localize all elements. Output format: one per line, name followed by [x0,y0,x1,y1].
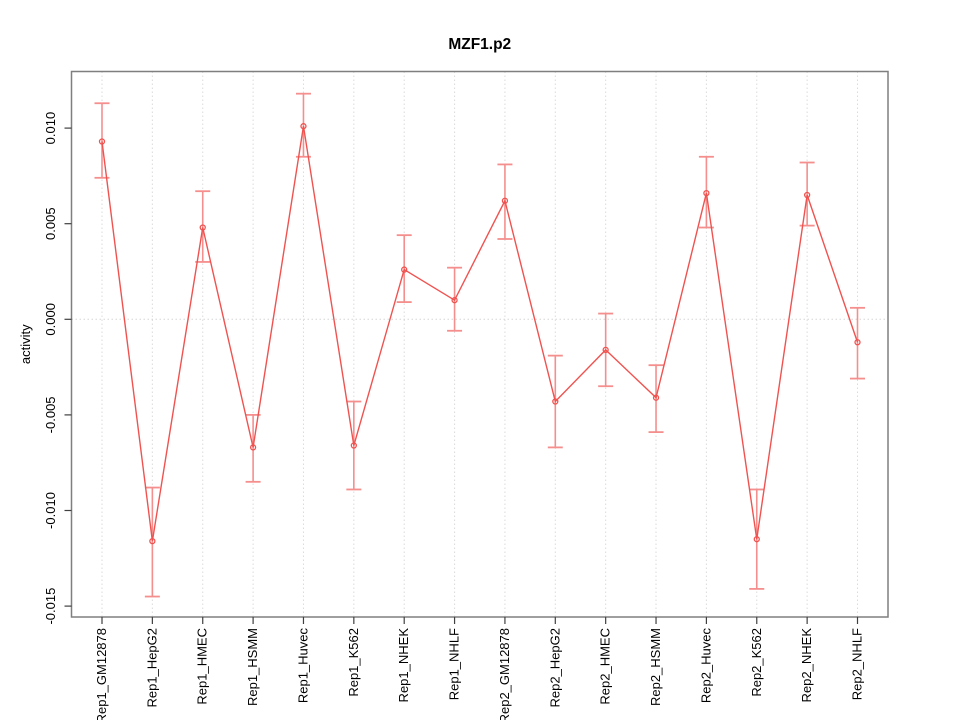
data-point-marker [803,191,811,199]
data-point-marker [652,394,660,401]
y-tick-label: -0.015 [43,588,58,625]
x-tick-label: Rep1_HMEC [195,628,210,705]
x-tick-label: Rep2_HMEC [598,628,613,705]
x-tick-label: Rep1_K562 [346,628,361,697]
data-point-marker [249,444,257,451]
data-point-marker [602,346,609,354]
x-tick-label: Rep2_HepG2 [547,628,562,708]
x-tick-label: Rep2_HSMM [648,628,663,706]
series-line [101,126,859,542]
data-point-marker [501,197,509,204]
data-point-marker [300,123,307,130]
x-tick-label: Rep2_GM12878 [497,628,512,720]
data-point-marker [149,537,156,545]
plot-box [70,70,889,618]
x-tick-label: Rep2_K562 [749,628,764,697]
x-tick-label: Rep1_GM12878 [94,628,109,720]
category-gridlines [101,71,858,617]
data-point-marker [451,297,458,304]
data-point-markers [98,123,861,545]
y-axis: 0.010 0.005 0.000 -0.005 -0.010 -0.015 [43,112,72,625]
x-axis: Rep1_GM12878 Rep1_HepG2 Rep1_HMEC Rep1_HSMM… [94,617,865,720]
data-point-marker [350,442,357,449]
x-tick-label: Rep1_HepG2 [144,628,159,708]
y-tick-label: 0.000 [43,303,58,336]
data-point-marker [98,138,106,145]
y-tick-label: -0.005 [43,396,58,433]
x-tick-label: Rep2_NHLF [850,628,865,700]
x-tick-label: Rep1_NHLF [447,628,462,700]
data-point-marker [401,266,408,273]
data-point-marker [753,536,760,543]
y-tick-label: -0.010 [43,492,58,529]
x-tick-label: Rep2_Huvec [698,628,713,704]
error-bars [94,92,865,598]
y-tick-label: 0.005 [43,207,58,240]
data-point-marker [703,189,710,197]
chart-title: MZF1.p2 [448,36,511,53]
x-tick-label: Rep1_HSMM [245,628,260,706]
y-tick-label: 0.010 [43,112,58,145]
x-tick-label: Rep1_Huvec [295,628,310,704]
data-point-marker [854,339,861,346]
x-tick-label: Rep1_NHEK [396,628,411,703]
x-tick-label: Rep2_NHEK [799,628,814,703]
data-point-marker [199,224,206,231]
data-point-marker [552,398,559,405]
y-axis-label: activity [18,324,33,364]
